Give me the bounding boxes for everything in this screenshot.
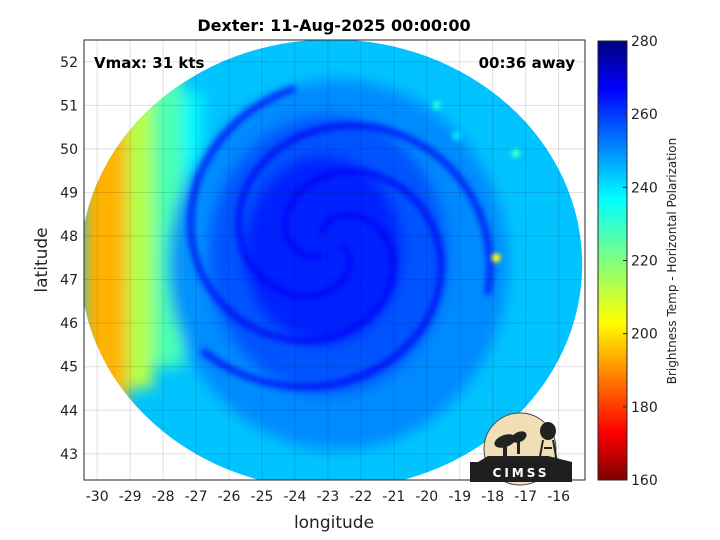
y-tick-labels: 43 44 45 46 47 48 49 50 51 52 [60, 55, 78, 463]
chart-title: Dexter: 11-Aug-2025 00:00:00 [197, 16, 470, 35]
cimss-logo: CIMSS [470, 412, 572, 486]
x-tick-label: -26 [218, 489, 241, 505]
colorbar-ticks: 160 180 200 220 240 260 280 [623, 34, 658, 489]
colorbar-tick-label: 180 [631, 400, 658, 416]
x-tick-label: -22 [349, 489, 372, 505]
x-tick-label: -19 [448, 489, 471, 505]
y-tick-label: 45 [60, 360, 78, 376]
logo-text: CIMSS [493, 466, 550, 480]
logo-building-icon [478, 456, 572, 462]
colorbar [597, 40, 628, 481]
y-tick-label: 52 [60, 55, 78, 71]
x-axis-label: longitude [294, 513, 374, 533]
x-tick-label: -17 [514, 489, 537, 505]
colorbar-tick-label: 200 [631, 327, 658, 343]
y-tick-label: 46 [60, 316, 78, 332]
x-tick-label: -25 [251, 489, 274, 505]
colorbar-label: Brightness Temp - Horizontal Polarizatio… [665, 138, 679, 385]
x-tick-label: -21 [382, 489, 405, 505]
time-away-annotation: 00:36 away [479, 54, 576, 72]
y-tick-label: 47 [60, 273, 78, 289]
cold-spot [432, 100, 442, 110]
grid-lines [84, 40, 585, 480]
x-tick-label: -16 [547, 489, 570, 505]
y-tick-label: 48 [60, 229, 78, 245]
cold-spot [491, 253, 501, 263]
cold-core [242, 154, 403, 345]
brightness-swath [84, 40, 583, 480]
spiral-band [186, 84, 397, 345]
colorbar-tick-label: 160 [631, 473, 658, 489]
logo-dish-icon [494, 431, 527, 458]
logo-banner [470, 462, 572, 482]
colorbar-tick-label: 260 [631, 107, 658, 123]
x-tick-labels: -30 -29 -28 -27 -26 -25 -24 -23 -22 -21 -20 -19 -18-… [86, 489, 570, 505]
vmax-annotation: Vmax: 31 kts [94, 54, 204, 72]
cold-spot [451, 131, 461, 141]
x-tick-label: -29 [119, 489, 142, 505]
y-axis-label: latitude [32, 227, 52, 292]
spiral-band [235, 122, 494, 300]
x-tick-label: -28 [152, 489, 175, 505]
x-tick-label: -24 [284, 489, 307, 505]
y-tick-label: 43 [60, 447, 78, 463]
axes-frame [83, 39, 586, 481]
x-tick-label: -27 [185, 489, 208, 505]
y-tick-label: 49 [60, 185, 78, 201]
x-tick-label: -20 [415, 489, 438, 505]
x-tick-label: -23 [316, 489, 339, 505]
y-tick-label: 44 [60, 403, 78, 419]
colorbar-tick-label: 220 [631, 254, 658, 270]
y-tick-label: 50 [60, 142, 78, 158]
cold-spot [511, 148, 521, 158]
x-tick-label: -30 [86, 489, 109, 505]
x-tick-label: -18 [481, 489, 504, 505]
y-tick-label: 51 [60, 98, 78, 114]
spiral-band [200, 167, 445, 391]
logo-tank-icon [540, 422, 556, 440]
colorbar-tick-label: 280 [631, 34, 658, 50]
colorbar-tick-label: 240 [631, 180, 658, 196]
